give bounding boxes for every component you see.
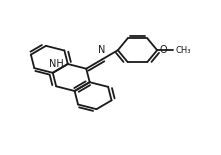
Text: N: N bbox=[98, 45, 106, 55]
Text: O: O bbox=[159, 45, 167, 55]
Text: CH₃: CH₃ bbox=[175, 46, 191, 55]
Text: NH: NH bbox=[49, 59, 63, 69]
